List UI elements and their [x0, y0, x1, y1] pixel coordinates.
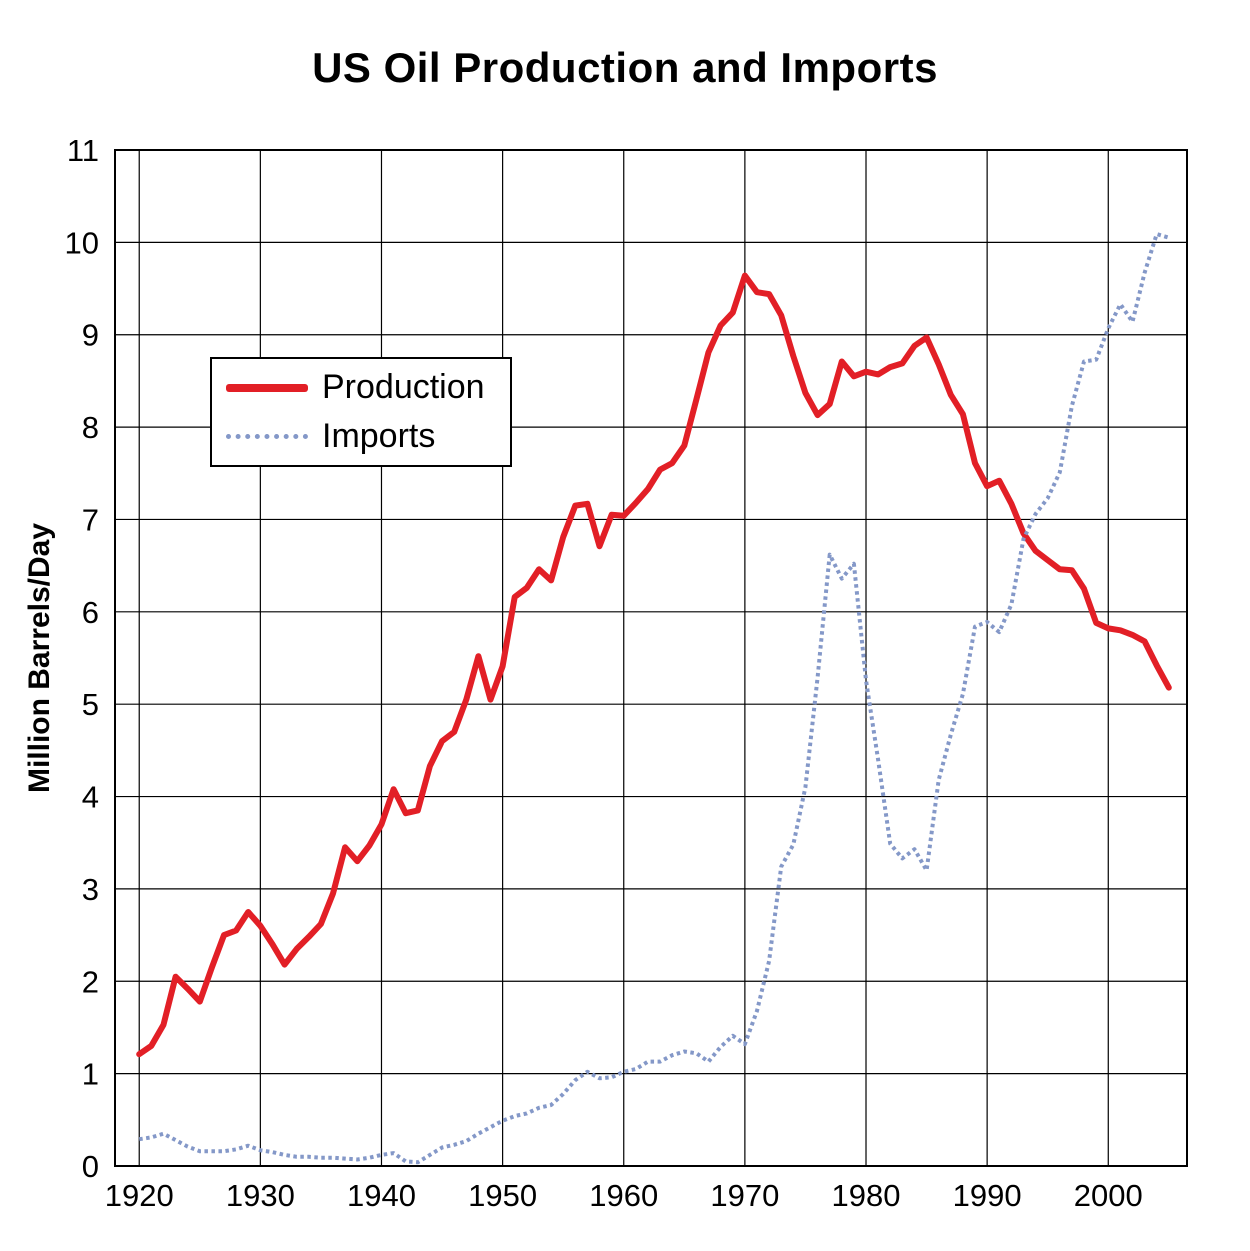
legend: Production Imports	[210, 357, 512, 467]
x-tick-label: 2000	[1074, 1178, 1143, 1213]
imports-line-sample-icon	[226, 433, 308, 439]
y-tick-label: 8	[82, 410, 99, 445]
legend-label-production: Production	[322, 368, 485, 407]
x-tick-label: 1960	[589, 1178, 658, 1213]
chart-title: US Oil Production and Imports	[312, 44, 938, 91]
y-tick-labels: 0 1 2 3 4 5 6 7 8 9 10 11	[65, 133, 99, 1184]
plot-border	[114, 149, 1188, 1167]
y-tick-label: 11	[67, 133, 99, 168]
x-tick-label: 1920	[105, 1178, 174, 1213]
y-tick-label: 6	[82, 595, 99, 630]
y-tick-label: 3	[82, 872, 99, 907]
y-tick-label: 4	[82, 780, 99, 815]
y-tick-label: 5	[82, 687, 99, 722]
x-tick-label: 1970	[710, 1178, 779, 1213]
x-tick-label: 1940	[347, 1178, 416, 1213]
y-tick-label: 9	[82, 318, 99, 353]
legend-item-production: Production	[226, 368, 510, 407]
legend-item-imports: Imports	[226, 417, 510, 456]
x-tick-label: 1930	[226, 1178, 295, 1213]
x-tick-label: 1990	[953, 1178, 1022, 1213]
x-tick-label: 1980	[832, 1178, 901, 1213]
series-production	[136, 272, 1172, 1058]
production-line-sample-icon	[226, 383, 308, 392]
y-tick-label: 2	[82, 964, 99, 999]
gridlines	[115, 149, 1187, 1167]
series-imports	[138, 232, 1170, 1165]
y-tick-label: 0	[82, 1149, 99, 1184]
y-tick-label: 1	[82, 1057, 99, 1092]
x-tick-label: 1950	[468, 1178, 537, 1213]
legend-label-imports: Imports	[322, 416, 436, 455]
y-tick-label: 7	[82, 502, 99, 537]
y-tick-label: 10	[65, 225, 99, 260]
x-tick-labels: 1920 1930 1940 1950 1960 1970 1980 1990 2000	[105, 1178, 1143, 1213]
